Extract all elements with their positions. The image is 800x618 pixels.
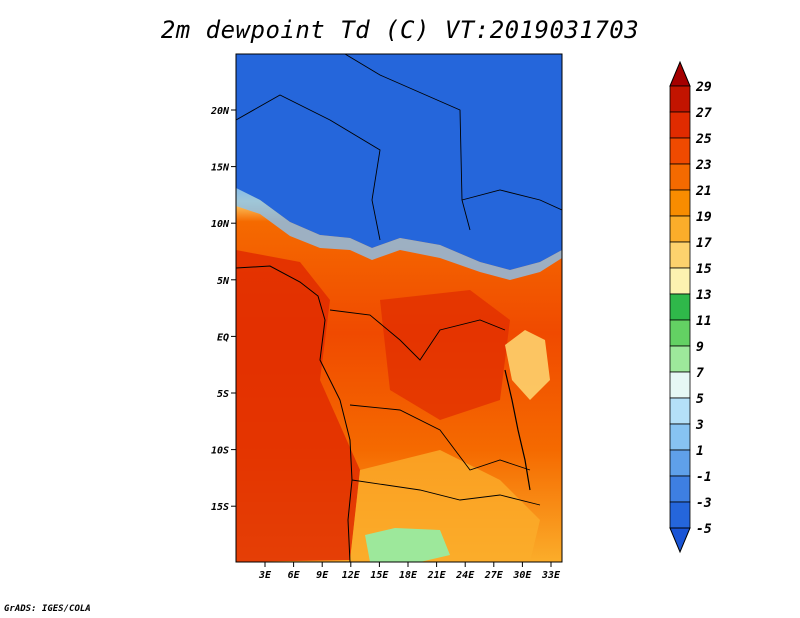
- lat-tick-label: 5S: [217, 389, 229, 400]
- congo-moist-region: [380, 290, 510, 420]
- lat-tick-label: 5N: [217, 276, 230, 287]
- plot-title: 2m dewpoint Td (C) VT:2019031703: [160, 16, 640, 44]
- colorbar-swatch: [669, 345, 691, 373]
- colorbar-swatch: [669, 371, 691, 399]
- longitude-axis: 3E 6E 9E 12E 15E 18E 21E 24E 27E 30E 33E: [258, 562, 561, 581]
- colorbar-swatch: [669, 163, 691, 191]
- colorbar-label: 23: [695, 158, 712, 173]
- colorbar-swatch: [669, 137, 691, 165]
- lon-tick-label: 3E: [258, 570, 272, 581]
- lon-tick-label: 12E: [342, 570, 361, 581]
- lat-tick-label: 15N: [211, 163, 230, 174]
- border-4: [329, 309, 506, 361]
- colorbar-swatch: [669, 241, 691, 269]
- colorbar-swatch: [669, 449, 691, 477]
- colorbar-label: -5: [696, 522, 712, 537]
- colorbar-label: 9: [696, 340, 704, 355]
- colorbar-label: 19: [696, 210, 712, 225]
- coastline: [236, 265, 353, 562]
- lon-tick-label: 21E: [427, 570, 447, 581]
- colorbar-label: 17: [696, 236, 712, 251]
- lon-tick-label: 15E: [370, 570, 389, 581]
- lon-tick-label: 27E: [484, 570, 504, 581]
- colorbar-swatch: [669, 397, 691, 425]
- colorbar-label: 11: [696, 314, 712, 329]
- colorbar-swatch: [669, 111, 691, 139]
- colorbar-label: -3: [696, 496, 712, 511]
- grads-credit: GrADS: IGES/COLA: [4, 604, 91, 614]
- colorbar-swatch: [669, 85, 691, 113]
- lon-tick-label: 30E: [512, 570, 532, 581]
- map-border: [235, 53, 563, 563]
- sahara-dry-region: [236, 54, 562, 270]
- gulf-moist-region: [236, 250, 360, 562]
- lat-tick-label: 20N: [210, 106, 230, 117]
- lon-tick-label: 24E: [455, 570, 475, 581]
- colorbar-label: 13: [696, 288, 712, 303]
- colorbar-label: 25: [695, 132, 712, 147]
- colorbar-label: 3: [695, 418, 704, 433]
- colorbar-swatch: [669, 215, 691, 243]
- lat-tick-label: 15S: [211, 502, 229, 513]
- colorbar-swatch: [669, 501, 691, 529]
- colorbar-label: 5: [696, 392, 704, 407]
- colorbar-swatch: [669, 189, 691, 217]
- colorbar-label: 29: [695, 80, 712, 95]
- colorbar-label: 21: [695, 184, 712, 199]
- border-3: [461, 189, 562, 211]
- lon-tick-label: 18E: [399, 570, 418, 581]
- colorbar-label: 7: [696, 366, 704, 381]
- lat-tick-label: 10N: [211, 219, 230, 230]
- colorbar-bottom-arrow: [669, 527, 691, 554]
- lat-tick-label: 10S: [211, 446, 229, 457]
- border-1: [344, 54, 471, 231]
- colorbar-label: 1: [696, 444, 704, 459]
- colorbar: 29 27 25 23 21 19 17 15 13 11 9 7 5 3 1 -1 -3 -5: [669, 60, 712, 554]
- lon-tick-label: 6E: [288, 570, 301, 581]
- kalahari-green-patch: [365, 528, 450, 562]
- colorbar-swatch: [669, 423, 691, 451]
- colorbar-swatch: [669, 293, 691, 321]
- colorbar-label: 15: [696, 262, 712, 277]
- colorbar-top-arrow: [669, 60, 691, 87]
- latitude-axis: 20N 15N 10N 5N EQ 5S 10S 15S: [210, 106, 236, 513]
- lon-tick-label: 9E: [316, 570, 329, 581]
- border-6: [351, 479, 541, 506]
- east-highlands-patch: [505, 330, 550, 400]
- border-5: [349, 404, 531, 471]
- colorbar-swatch: [669, 475, 691, 503]
- colorbar-swatch: [669, 267, 691, 295]
- border-2: [236, 94, 381, 241]
- great-lakes-outline: [504, 369, 531, 491]
- colorbar-swatch: [669, 319, 691, 347]
- map-frame: [236, 54, 562, 562]
- sahel-transition: [236, 188, 562, 280]
- colorbar-label: 27: [695, 106, 712, 121]
- lon-tick-label: 33E: [541, 570, 561, 581]
- colorbar-label: -1: [696, 470, 712, 485]
- lat-tick-label: EQ: [217, 332, 229, 343]
